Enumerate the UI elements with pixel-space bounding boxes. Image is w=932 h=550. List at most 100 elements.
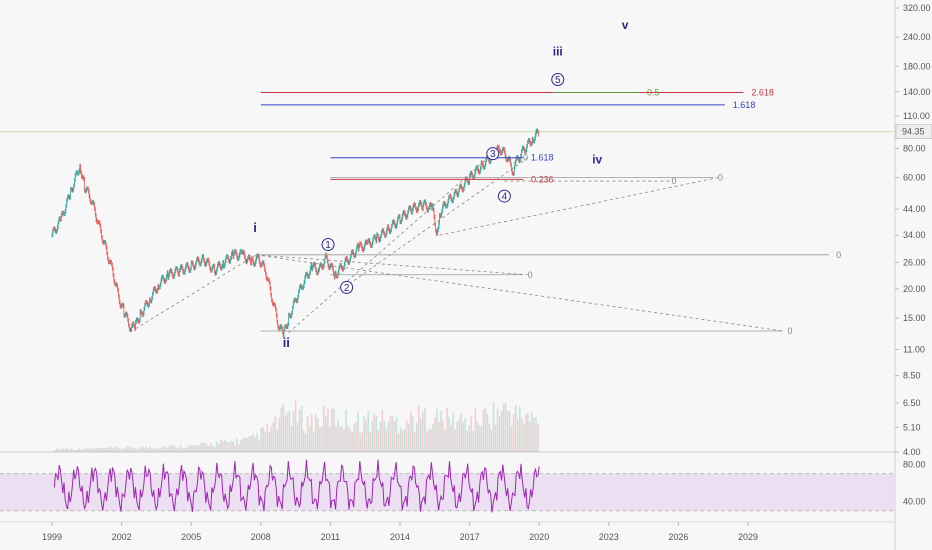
volume-bar (403, 428, 406, 452)
volume-bar (452, 413, 454, 452)
y-tick-label: 60.00 (903, 173, 926, 183)
volume-bar (537, 423, 539, 452)
fib-zero-label: 0 (528, 270, 533, 280)
volume-bar (482, 408, 485, 452)
volume-bar (450, 425, 452, 452)
volume-bar (181, 448, 184, 452)
y-tick-label: 5.10 (903, 422, 921, 432)
volume-bar (137, 449, 139, 452)
volume-bar (189, 444, 192, 452)
volume-bar (282, 404, 285, 452)
x-tick-label: 2023 (599, 532, 619, 542)
volume-bar (359, 433, 361, 452)
volume-bar (472, 430, 475, 452)
volume-bar (256, 432, 258, 452)
volume-bar (207, 446, 210, 452)
volume-bar (298, 410, 301, 452)
volume-bar (401, 430, 404, 452)
volume-bar (478, 424, 481, 452)
volume-bar (250, 435, 252, 452)
volume-bar (177, 448, 180, 452)
volume-bar (411, 416, 414, 452)
wave-circle-marker (497, 189, 511, 203)
volume-bar (155, 447, 157, 452)
volume-bar (430, 428, 432, 452)
volume-bar (149, 447, 151, 452)
volume-bar (96, 448, 99, 452)
volume-bar (355, 422, 357, 452)
wave-circle-label: 2 (344, 283, 350, 294)
volume-bar (363, 415, 366, 452)
volume-bar (179, 444, 182, 452)
y-tick-label: 34.00 (903, 230, 926, 240)
wave-label: v (622, 18, 629, 32)
volume-bar (502, 404, 505, 452)
volume-bar (242, 438, 244, 452)
volume-bar (92, 448, 95, 452)
volume-bar (466, 430, 469, 452)
volume-bar (246, 437, 248, 452)
rsi-y-tick-label: 80.00 (903, 459, 926, 469)
volume-bar (468, 425, 471, 452)
fib-zero-label: 0 (718, 173, 723, 183)
volume-bar (476, 421, 479, 452)
volume-bar (357, 411, 359, 452)
volume-bar (525, 414, 527, 452)
x-tick-label: 2017 (460, 532, 480, 542)
volume-bar (238, 444, 240, 452)
volume-bar (141, 446, 143, 452)
volume-bar (157, 448, 159, 452)
volume-bar (486, 413, 489, 452)
volume-bar (268, 432, 271, 452)
volume-bar (442, 421, 444, 452)
y-tick-label: 180.00 (903, 61, 931, 71)
volume-bar (434, 417, 436, 452)
volume-bar (480, 425, 483, 452)
y-tick-label: 80.00 (903, 143, 926, 153)
volume-bar (518, 406, 521, 452)
volume-bar (339, 426, 341, 452)
volume-bar (498, 416, 501, 452)
volume-bar (407, 423, 410, 452)
volume-bar (377, 430, 380, 452)
volume-bar (316, 418, 319, 452)
volume-bar (337, 420, 339, 452)
volume-bar (371, 421, 374, 452)
volume-bar (248, 436, 250, 452)
volume-bar (389, 415, 392, 452)
volume-bar (387, 422, 390, 452)
volume-bar (375, 415, 378, 452)
volume-bar (349, 429, 351, 452)
volume-bar (147, 448, 149, 452)
fib-level-label: 1.618 (733, 100, 756, 110)
volume-bar (444, 430, 446, 452)
volume-bar (391, 415, 394, 452)
volume-bar (405, 420, 408, 452)
volume-bar (426, 431, 428, 452)
volume-bar (409, 411, 412, 452)
volume-bar (54, 450, 56, 452)
y-tick-label: 6.50 (903, 398, 921, 408)
volume-bar (506, 410, 509, 452)
volume-bar (343, 429, 345, 452)
volume-bar (422, 411, 424, 452)
fib-level-label: 0.236 (531, 174, 554, 184)
volume-bar (171, 445, 174, 452)
volume-bar (446, 407, 448, 452)
volume-bar (106, 448, 109, 452)
volume-bar (197, 445, 200, 452)
volume-bar (312, 431, 315, 452)
fib-level-label: 0.5 (647, 87, 660, 97)
volume-bar (321, 426, 323, 452)
volume-bar (272, 422, 275, 452)
volume-bar (118, 448, 121, 452)
volume-bar (383, 420, 386, 452)
volume-bar (508, 411, 511, 452)
x-tick-label: 2005 (181, 532, 201, 542)
volume-bar (125, 447, 127, 452)
volume-bar (153, 448, 155, 452)
volume-bar (306, 416, 309, 452)
volume-bar (535, 417, 537, 452)
